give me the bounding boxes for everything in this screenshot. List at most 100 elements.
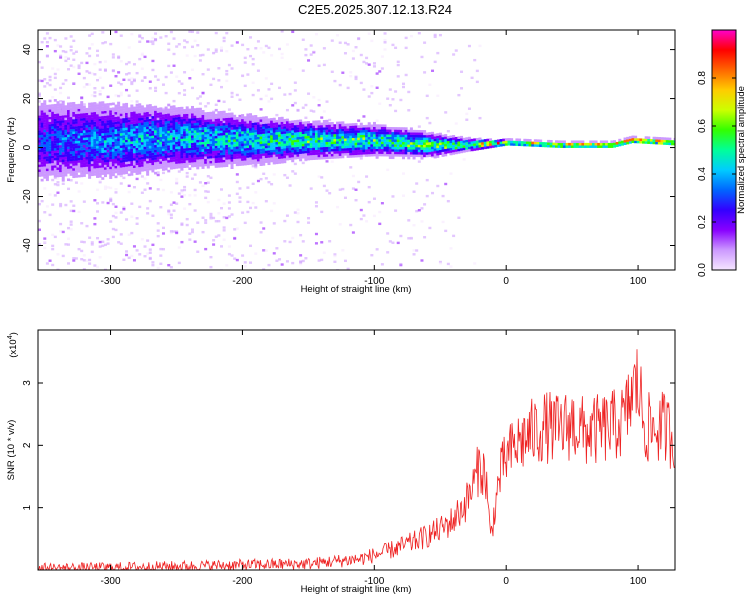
heatmap-cell xyxy=(470,148,474,152)
heatmap-cell xyxy=(338,133,342,137)
heatmap-cell xyxy=(135,152,139,156)
heatmap-cell xyxy=(80,125,84,129)
heatmap-cell xyxy=(40,112,44,116)
heatmap-cell xyxy=(151,167,155,170)
heatmap-cell xyxy=(201,139,205,142)
heatmap-cell xyxy=(38,135,41,138)
heatmap-cell xyxy=(98,118,102,122)
heatmap-cell xyxy=(48,148,52,152)
heatmap-cell xyxy=(241,114,245,117)
heatmap-cell xyxy=(132,259,136,262)
heatmap-cell xyxy=(357,139,361,143)
heatmap-cell xyxy=(143,139,147,142)
heatmap-cell xyxy=(74,150,78,154)
heatmap-cell xyxy=(143,117,147,120)
heatmap-cell xyxy=(251,161,255,165)
heatmap-cell xyxy=(125,250,129,253)
heatmap-cell xyxy=(130,32,134,36)
heatmap-cell xyxy=(148,165,152,168)
heatmap-cell xyxy=(183,71,187,74)
heatmap-cell xyxy=(175,153,179,157)
heatmap-cell xyxy=(193,173,197,176)
heatmap-cell xyxy=(183,150,187,154)
heatmap-cell xyxy=(272,144,276,148)
heatmap-cell xyxy=(233,141,237,145)
heatmap-cell xyxy=(132,155,136,159)
heatmap-cell xyxy=(61,149,65,153)
heatmap-cell xyxy=(67,262,71,265)
heatmap-cell xyxy=(51,114,55,117)
heatmap-cell xyxy=(312,154,316,158)
heatmap-cell xyxy=(267,137,271,141)
heatmap-cell xyxy=(280,138,284,142)
heatmap-cell xyxy=(51,172,55,176)
heatmap-cell xyxy=(196,250,200,253)
heatmap-cell xyxy=(140,238,144,241)
heatmap-cell xyxy=(652,141,656,145)
heatmap-cell xyxy=(61,230,65,234)
heatmap-cell xyxy=(259,136,263,140)
heatmap-cell xyxy=(53,152,57,156)
heatmap-cell xyxy=(43,110,47,113)
heatmap-cell xyxy=(241,128,245,132)
heatmap-cell xyxy=(101,120,105,124)
heatmap-cell xyxy=(262,143,266,147)
heatmap-cell xyxy=(623,142,627,146)
heatmap-cell xyxy=(212,239,216,242)
heatmap-cell xyxy=(135,145,139,148)
heatmap-cell xyxy=(159,141,163,145)
heatmap-cell xyxy=(235,156,239,159)
heatmap-cell xyxy=(56,160,60,163)
heatmap-cell xyxy=(375,248,379,251)
heatmap-cell xyxy=(299,141,303,145)
heatmap-cell xyxy=(154,105,158,109)
heatmap-cell xyxy=(246,128,250,131)
heatmap-cell xyxy=(80,174,84,178)
heatmap-cell xyxy=(394,136,398,140)
heatmap-cell xyxy=(293,122,297,126)
heatmap-cell xyxy=(299,158,303,162)
heatmap-cell xyxy=(190,164,194,168)
heatmap-cell xyxy=(375,72,379,75)
heatmap-cell xyxy=(206,138,210,142)
heatmap-cell xyxy=(251,137,255,140)
heatmap-cell xyxy=(301,146,305,149)
heatmap-cell xyxy=(51,145,55,149)
heatmap-cell xyxy=(444,134,448,137)
heatmap-cell xyxy=(272,252,276,255)
heatmap-cell xyxy=(143,153,147,157)
heatmap-cell xyxy=(243,126,247,129)
heatmap-cell xyxy=(59,122,63,126)
heatmap-cell xyxy=(359,122,363,126)
heatmap-cell xyxy=(404,144,408,148)
heatmap-cell xyxy=(227,252,231,256)
heatmap-cell xyxy=(103,157,107,160)
heatmap-cell xyxy=(111,235,115,239)
heatmap-cell xyxy=(119,142,123,146)
heatmap-cell xyxy=(214,50,218,53)
heatmap-cell xyxy=(383,139,387,142)
heatmap-cell xyxy=(185,155,189,158)
heatmap-cell xyxy=(169,71,173,74)
heatmap-cell xyxy=(183,131,187,134)
heatmap-cell xyxy=(322,154,326,157)
heatmap-cell xyxy=(320,149,324,153)
heatmap-cell xyxy=(425,194,429,198)
heatmap-cell xyxy=(320,127,324,131)
heatmap-cell xyxy=(151,243,155,247)
heatmap-cell xyxy=(425,152,429,155)
heatmap-cell xyxy=(222,142,226,146)
heatmap-cell xyxy=(341,155,345,159)
heatmap-cell xyxy=(338,153,342,156)
heatmap-cell xyxy=(407,146,411,150)
heatmap-cell xyxy=(396,144,400,147)
heatmap-cell xyxy=(230,149,234,152)
heatmap-cell xyxy=(367,129,371,133)
heatmap-cell xyxy=(85,61,89,65)
heatmap-cell xyxy=(293,172,297,175)
heatmap-cell xyxy=(93,148,97,152)
heatmap-cell xyxy=(249,261,253,264)
heatmap-cell xyxy=(330,136,334,140)
heatmap-cell xyxy=(378,124,382,127)
heatmap-cell xyxy=(183,126,187,129)
